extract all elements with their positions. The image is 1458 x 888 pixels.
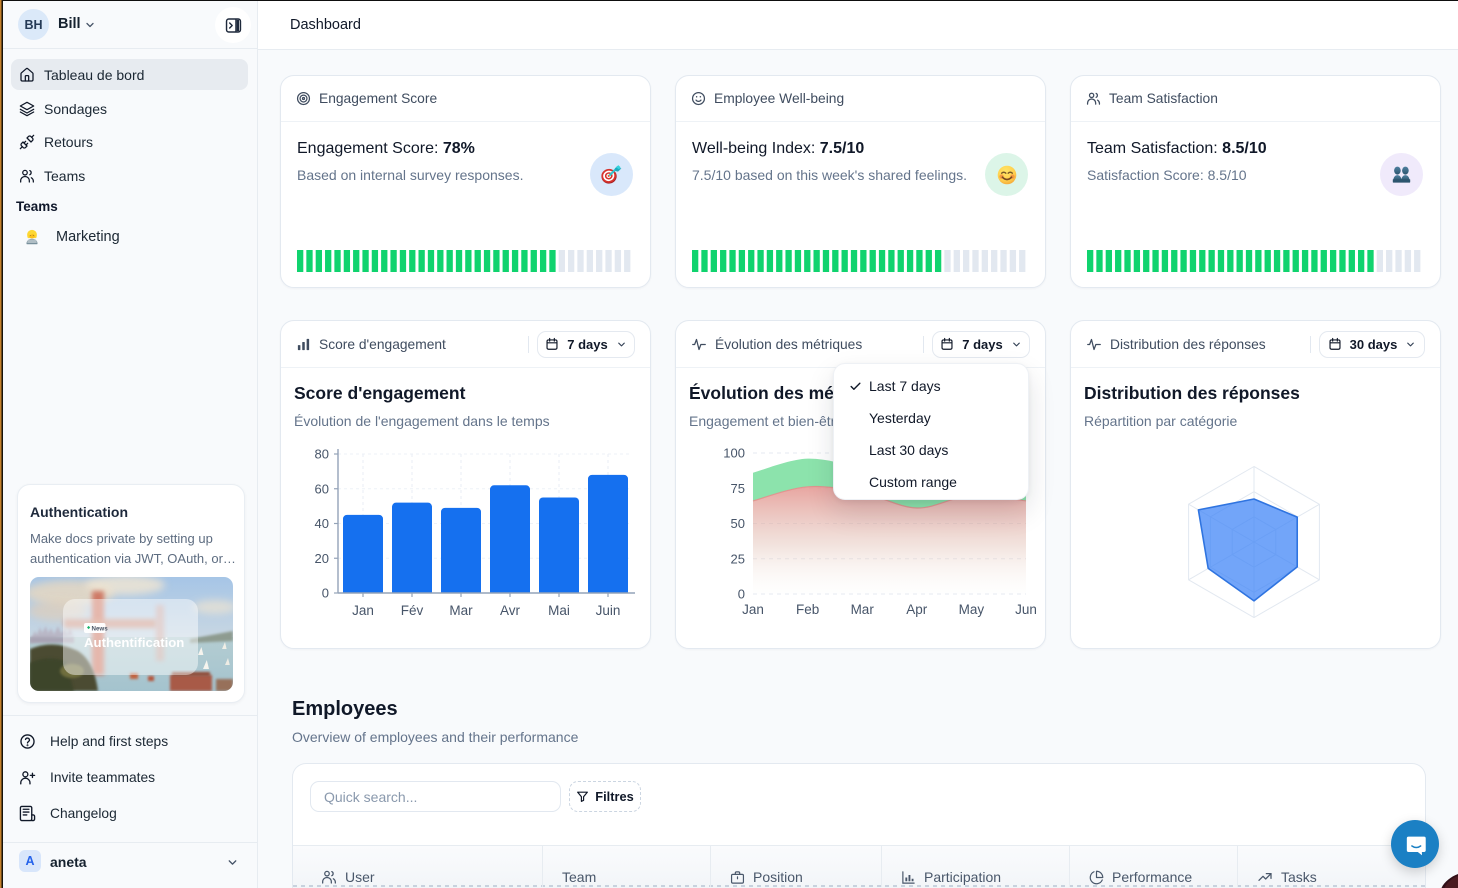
svg-text:100: 100 (723, 446, 745, 461)
svg-text:25: 25 (731, 551, 745, 566)
svg-text:Mar: Mar (851, 602, 875, 617)
svg-text:0: 0 (322, 586, 329, 601)
svg-text:75: 75 (731, 481, 745, 496)
svg-text:Jan: Jan (742, 602, 764, 617)
svg-text:Apr: Apr (906, 602, 928, 617)
svg-text:0: 0 (738, 587, 745, 602)
svg-text:50: 50 (731, 516, 745, 531)
svg-text:Feb: Feb (796, 602, 819, 617)
svg-text:Fév: Fév (401, 603, 424, 618)
svg-text:News: News (92, 626, 109, 633)
svg-text:Jan: Jan (352, 603, 374, 618)
svg-text:Authentification: Authentification (84, 635, 184, 650)
svg-text:May: May (959, 602, 985, 617)
svg-text:80: 80 (315, 447, 329, 462)
svg-text:Mai: Mai (548, 603, 570, 618)
svg-text:40: 40 (315, 516, 329, 531)
svg-text:Avr: Avr (500, 603, 521, 618)
svg-text:60: 60 (315, 481, 329, 496)
svg-text:Juin: Juin (596, 603, 621, 618)
svg-text:Mar: Mar (449, 603, 473, 618)
svg-text:20: 20 (315, 551, 329, 566)
svg-text:Jun: Jun (1015, 602, 1037, 617)
